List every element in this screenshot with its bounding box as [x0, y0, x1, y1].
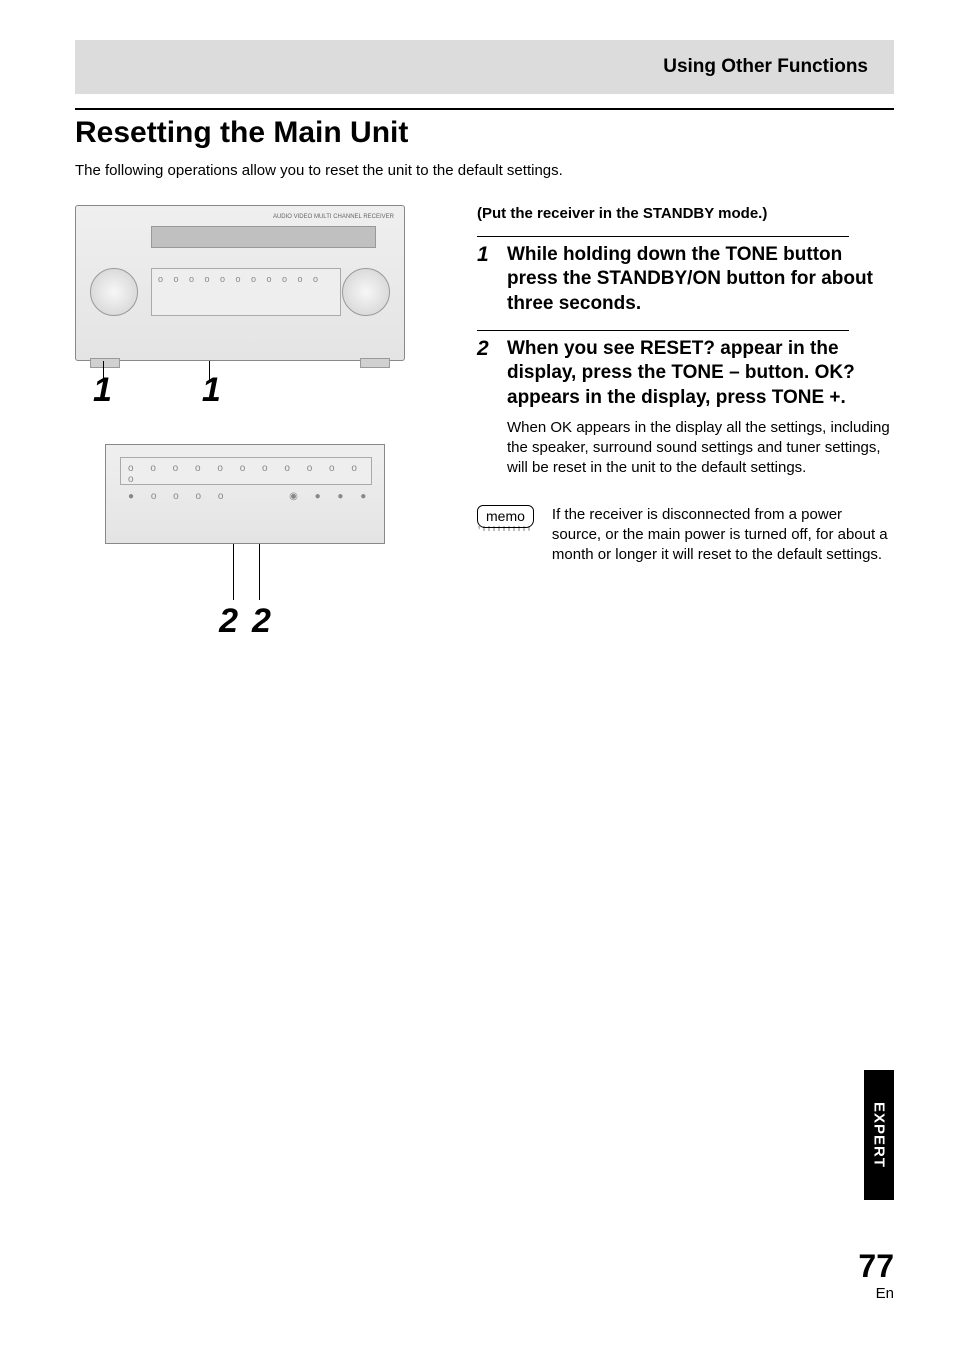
- callout-1b: 1: [202, 371, 221, 410]
- device-model-text: AUDIO VIDEO MULTI CHANNEL RECEIVER: [273, 214, 394, 220]
- page-title: Resetting the Main Unit: [75, 116, 894, 150]
- step-1-title: While holding down the TONE button press…: [507, 243, 894, 316]
- device-knob-left: [90, 268, 138, 316]
- memo-text: If the receiver is disconnected from a p…: [552, 505, 894, 566]
- illustration-column: о о о о о о о о о о о AUDIO VIDEO MULTI …: [75, 205, 435, 641]
- leader-line-2a: [233, 544, 234, 600]
- chapter-header-text: Using Other Functions: [663, 56, 868, 78]
- step-1-number: 1: [477, 243, 495, 316]
- callout-2a: 2: [219, 602, 238, 641]
- leader-line-1a: [103, 361, 104, 383]
- page-language: En: [858, 1285, 894, 1302]
- memo-icon: memo: [477, 505, 534, 528]
- device-figure-1: о о о о о о о о о о о AUDIO VIDEO MULTI …: [75, 205, 435, 361]
- step-2-body: When OK appears in the display all the s…: [507, 418, 894, 479]
- memo-block: memo If the receiver is disconnected fro…: [477, 505, 894, 566]
- step-2-number: 2: [477, 337, 495, 479]
- device-knob-right: [342, 268, 390, 316]
- panel-buttons-2: ● о о о о ◉ ● ● ●: [128, 491, 373, 502]
- leader-line-1b: [209, 361, 210, 383]
- instructions-column: (Put the receiver in the STANDBY mode.) …: [477, 205, 894, 641]
- step-2-text: When you see RESET? appear in the displa…: [507, 337, 894, 479]
- device-display: [151, 226, 376, 248]
- step-2: 2 When you see RESET? appear in the disp…: [477, 337, 894, 479]
- step-2-rule: [477, 330, 849, 331]
- callout-2b: 2: [252, 602, 271, 641]
- device-foot-left: [90, 358, 120, 368]
- section-side-tab: EXPERT: [864, 1070, 894, 1200]
- step-1: 1 While holding down the TONE button pre…: [477, 243, 894, 316]
- page-number: 77: [858, 1248, 894, 1285]
- pre-step-note: (Put the receiver in the STANDBY mode.): [477, 205, 894, 222]
- panel-buttons-1: о о о о о о о о о о о о: [128, 463, 384, 485]
- step-1-rule: [477, 236, 849, 237]
- step-1-text: While holding down the TONE button press…: [507, 243, 894, 316]
- receiver-front-illustration: о о о о о о о о о о о AUDIO VIDEO MULTI …: [75, 205, 405, 361]
- intro-text: The following operations allow you to re…: [75, 162, 894, 179]
- content-columns: о о о о о о о о о о о AUDIO VIDEO MULTI …: [75, 205, 894, 641]
- callout-row-1: 1 1: [93, 371, 435, 410]
- manual-page: Using Other Functions Resetting the Main…: [0, 0, 954, 1348]
- section-side-tab-label: EXPERT: [871, 1102, 888, 1168]
- callout-row-2: 2 2: [105, 602, 385, 641]
- leader-line-2b: [259, 544, 260, 600]
- memo-label: memo: [486, 508, 525, 524]
- page-number-block: 77 En: [858, 1248, 894, 1302]
- step-2-title: When you see RESET? appear in the displa…: [507, 337, 894, 410]
- device-buttons-row: о о о о о о о о о о о: [158, 274, 322, 284]
- title-rule: [75, 108, 894, 110]
- device-foot-right: [360, 358, 390, 368]
- receiver-panel-closeup: о о о о о о о о о о о о ● о о о о ◉ ● ● …: [105, 444, 385, 544]
- device-figure-2: о о о о о о о о о о о о ● о о о о ◉ ● ● …: [75, 444, 435, 544]
- chapter-header-bar: Using Other Functions: [75, 40, 894, 94]
